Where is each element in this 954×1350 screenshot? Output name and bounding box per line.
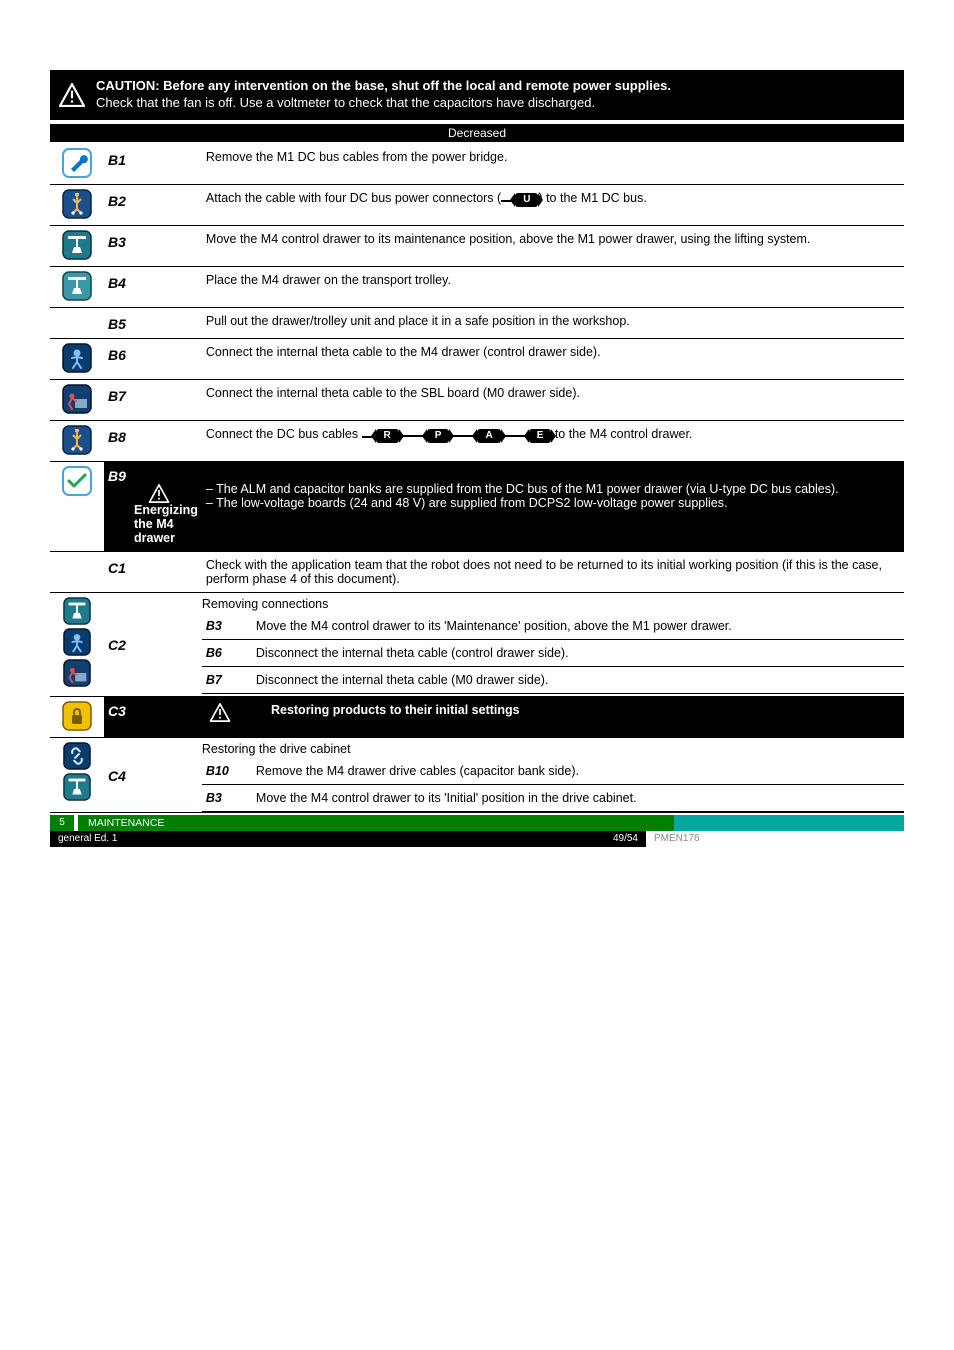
decrease-bar: Decreased xyxy=(50,124,904,142)
box-blue-icon xyxy=(62,384,92,414)
c2-title: Removing connections xyxy=(202,593,904,613)
b9-black-cell: B9 Energizing the M4 drawer xyxy=(104,461,202,551)
row-b4: B4Place the M4 drawer on the transport t… xyxy=(50,266,904,307)
steps-table: B1Remove the M1 DC bus cables from the p… xyxy=(50,144,904,813)
row-c3: C3 Restoring products to their initial s… xyxy=(50,696,904,737)
substep-row: B7Disconnect the internal theta cable (M… xyxy=(202,666,904,693)
substep-ref: B6 xyxy=(202,639,252,666)
step-text: Move the M4 control drawer to its mainte… xyxy=(202,225,904,266)
step-text: Remove the M1 DC bus cables from the pow… xyxy=(202,144,904,185)
connector-node: P xyxy=(427,429,450,443)
chain-icon xyxy=(63,742,91,770)
row-b8: B8Connect the DC bus cables RPAE to the … xyxy=(50,420,904,461)
hoist-icon xyxy=(63,773,91,801)
footer-teal-bar xyxy=(674,815,904,831)
warning-icon xyxy=(148,484,170,503)
hoist-teal-icon xyxy=(62,230,92,260)
c3-title: Restoring products to their initial sett… xyxy=(271,703,520,717)
caution-title: CAUTION: Before any intervention on the … xyxy=(96,78,671,95)
step-text: Connect the internal theta cable to the … xyxy=(202,379,904,420)
usb-blue-icon xyxy=(62,189,92,219)
b9-code: B9 xyxy=(108,468,166,484)
person-blue-icon xyxy=(62,343,92,373)
step-code: B3 xyxy=(104,225,202,266)
substep-row: B10Remove the M4 drawer drive cables (ca… xyxy=(202,758,904,785)
wrench-white-icon xyxy=(62,148,92,178)
footer-section-label: MAINTENANCE xyxy=(78,815,674,831)
step-text: Connect the internal theta cable to the … xyxy=(202,338,904,379)
warning-icon xyxy=(209,703,231,722)
warning-icon xyxy=(58,83,86,107)
connector-node: R xyxy=(376,429,399,443)
footer-section-number: 5 xyxy=(50,815,74,831)
substep-text: Disconnect the internal theta cable (M0 … xyxy=(252,666,904,693)
connector-node: A xyxy=(477,429,500,443)
substep-text: Disconnect the internal theta cable (con… xyxy=(252,639,904,666)
connector-node: U xyxy=(515,193,538,207)
b9-title: Energizing the M4 drawer xyxy=(134,503,198,545)
footer-black: general Ed. 1 49/54 PMEN176 xyxy=(50,831,904,847)
caution-subtitle: Check that the fan is off. Use a voltmet… xyxy=(96,95,671,112)
c4-code: C4 xyxy=(104,737,202,812)
row-b5: B5Pull out the drawer/trolley unit and p… xyxy=(50,307,904,338)
person-icon xyxy=(63,628,91,656)
hoist-icon xyxy=(63,597,91,625)
c4-title: Restoring the drive cabinet xyxy=(202,738,904,758)
c1-code: C1 xyxy=(104,551,202,592)
connector-chain: RPAE xyxy=(376,429,552,443)
substep-ref: B7 xyxy=(202,666,252,693)
lock-icon xyxy=(62,701,92,731)
c2-inner-table: B3Move the M4 control drawer to its 'Mai… xyxy=(202,613,904,694)
substep-ref: B3 xyxy=(202,613,252,640)
footer-green: 5 MAINTENANCE xyxy=(50,815,904,831)
caution-banner: CAUTION: Before any intervention on the … xyxy=(50,70,904,120)
c2-code: C2 xyxy=(104,592,202,696)
step-code: B6 xyxy=(104,338,202,379)
step-code: B7 xyxy=(104,379,202,420)
c3-code: C3 xyxy=(108,703,166,719)
step-text: Pull out the drawer/trolley unit and pla… xyxy=(202,307,904,338)
step-code: B5 xyxy=(104,307,202,338)
c3-black-cell: C3 Restoring products to their initial s… xyxy=(104,696,904,737)
c1-text: Check with the application team that the… xyxy=(202,551,904,592)
substep-text: Move the M4 control drawer to its 'Maint… xyxy=(252,613,904,640)
connector-node: E xyxy=(529,429,552,443)
b9-text: – The ALM and capacitor banks are suppli… xyxy=(202,461,904,551)
substep-ref: B10 xyxy=(202,758,252,785)
c4-inner-table: B10Remove the M4 drawer drive cables (ca… xyxy=(202,758,904,812)
page: CAUTION: Before any intervention on the … xyxy=(0,0,954,887)
row-b9: B9 Energizing the M4 drawer – The ALM an… xyxy=(50,461,904,551)
c4-icon-stack xyxy=(54,742,100,804)
footer-edition: general Ed. 1 xyxy=(58,833,118,844)
footer-page: 49/54 xyxy=(613,833,638,844)
step-code: B8 xyxy=(104,420,202,461)
substep-text: Remove the M4 drawer drive cables (capac… xyxy=(252,758,904,785)
substep-row: B6Disconnect the internal theta cable (c… xyxy=(202,639,904,666)
row-b1: B1Remove the M1 DC bus cables from the p… xyxy=(50,144,904,185)
step-text: Place the M4 drawer on the transport tro… xyxy=(202,266,904,307)
row-b6: B6Connect the internal theta cable to th… xyxy=(50,338,904,379)
c2-icon-stack xyxy=(54,597,100,690)
row-b3: B3Move the M4 control drawer to its main… xyxy=(50,225,904,266)
connector-chain: U xyxy=(515,193,538,207)
step-code: B2 xyxy=(104,184,202,225)
substep-ref: B3 xyxy=(202,784,252,811)
box-icon xyxy=(63,659,91,687)
substep-row: B3Move the M4 control drawer to its 'Ini… xyxy=(202,784,904,811)
row-c1: C1 Check with the application team that … xyxy=(50,551,904,592)
step-code: B4 xyxy=(104,266,202,307)
step-code: B1 xyxy=(104,144,202,185)
row-b2: B2Attach the cable with four DC bus powe… xyxy=(50,184,904,225)
step-text: Attach the cable with four DC bus power … xyxy=(202,184,904,225)
step-text: Connect the DC bus cables RPAE to the M4… xyxy=(202,420,904,461)
check-icon xyxy=(62,466,92,496)
usb-blue-icon xyxy=(62,425,92,455)
row-c2: C2 Removing connections B3Move the M4 co… xyxy=(50,592,904,696)
row-c4: C4 Restoring the drive cabinet B10Remove… xyxy=(50,737,904,812)
footer-docref: PMEN176 xyxy=(646,831,904,847)
row-b7: B7Connect the internal theta cable to th… xyxy=(50,379,904,420)
hoist-teal-light-icon xyxy=(62,271,92,301)
substep-row: B3Move the M4 control drawer to its 'Mai… xyxy=(202,613,904,640)
substep-text: Move the M4 control drawer to its 'Initi… xyxy=(252,784,904,811)
